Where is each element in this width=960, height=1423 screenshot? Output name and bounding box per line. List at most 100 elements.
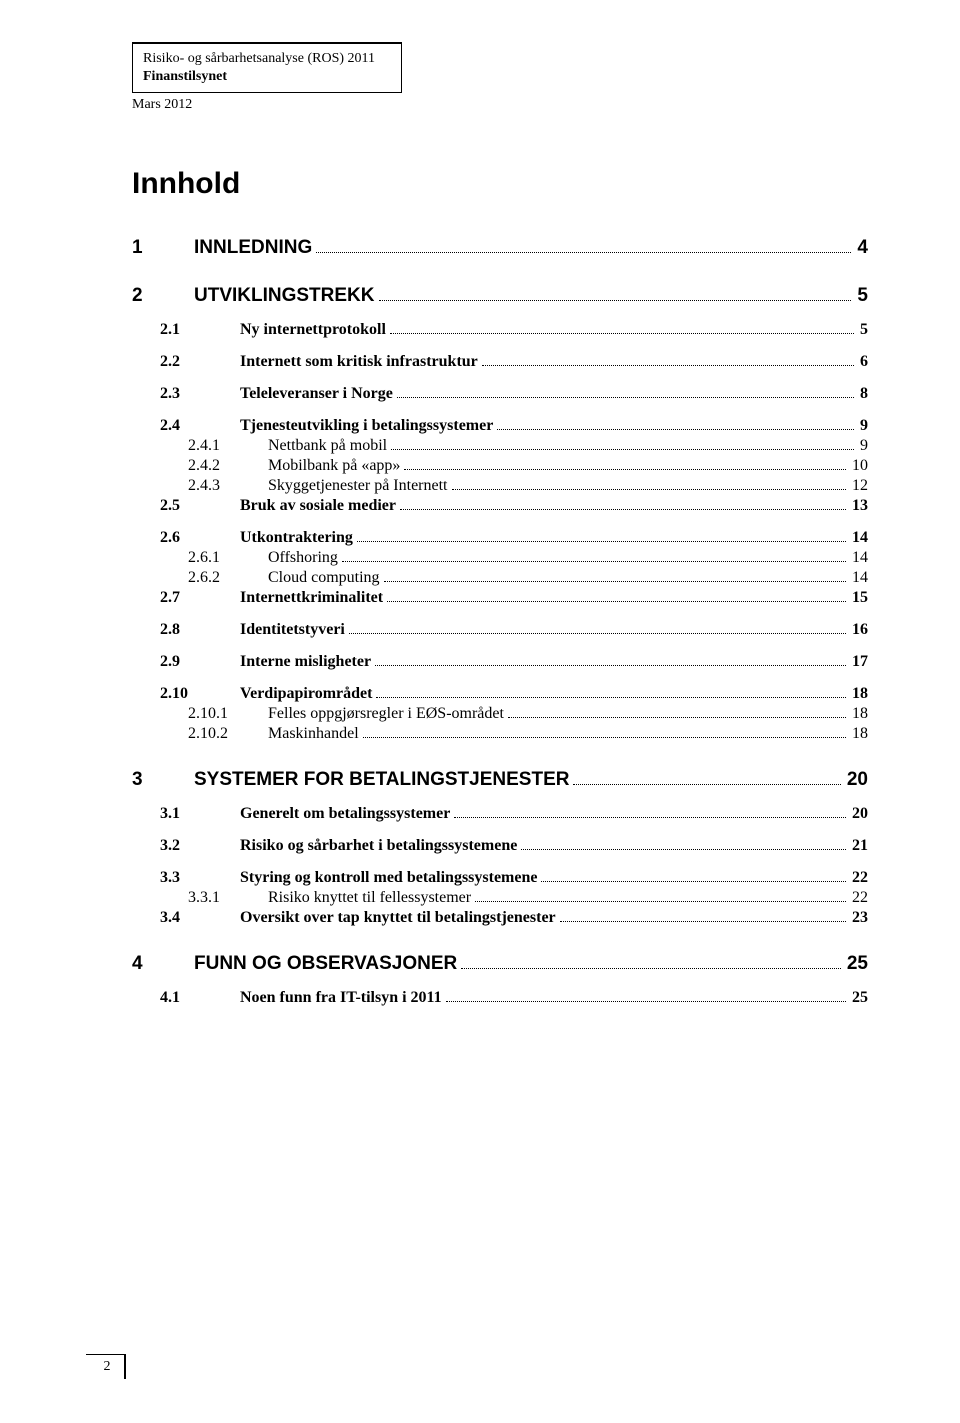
toc-entry-title: Noen funn fra IT-tilsyn i 2011 (240, 989, 442, 1007)
toc-leader-dots (475, 901, 846, 902)
toc-entry-title: Nettbank på mobil (268, 437, 387, 455)
toc-entry-number: 4 (132, 953, 194, 975)
toc-entry-title: Generelt om betalingssystemer (240, 805, 450, 823)
toc-entry-page: 14 (850, 569, 868, 587)
toc-entry: 2.6.1Offshoring 14 (132, 549, 868, 567)
toc-entry-number: 2.10.1 (132, 705, 268, 723)
toc-entry-number: 3.2 (132, 837, 240, 855)
toc-entry-title: Ny internettprotokoll (240, 321, 386, 339)
toc-entry-page: 14 (850, 529, 868, 547)
toc-entry: 2.10.2Maskinhandel18 (132, 725, 868, 743)
toc-entry-number: 2 (132, 285, 194, 307)
toc-entry-page: 23 (850, 909, 868, 927)
toc-entry-title: Internettkriminalitet (240, 589, 383, 607)
toc-entry: 2.6.2Cloud computing14 (132, 569, 868, 587)
toc-entry-title: Identitetstyveri (240, 621, 345, 639)
toc-entry-page: 18 (850, 725, 868, 743)
header-line-2: Finanstilsynet (143, 68, 391, 86)
toc-entry-number: 2.4.3 (132, 477, 268, 495)
toc-entry-page: 20 (845, 769, 868, 791)
toc-entry-title: Felles oppgjørsregler i EØS-området (268, 705, 504, 723)
toc-entry: 2.4.2Mobilbank på «app»10 (132, 457, 868, 475)
toc-leader-dots (404, 469, 846, 470)
toc-entry-title: Risiko knyttet til fellessystemer (268, 889, 471, 907)
toc-entry-page: 12 (850, 477, 868, 495)
toc-leader-dots (316, 252, 851, 253)
toc-leader-dots (573, 784, 840, 785)
toc-entry-number: 2.5 (132, 497, 240, 515)
toc-leader-dots (375, 665, 846, 666)
toc-leader-dots (482, 365, 854, 366)
toc-leader-dots (400, 509, 846, 510)
toc-entry: 3.3Styring og kontroll med betalingssyst… (132, 869, 868, 887)
toc-entry-title: FUNN OG OBSERVASJONER (194, 953, 457, 975)
toc-entry-title: Interne misligheter (240, 653, 371, 671)
toc-entry: 2.10Verdipapirområdet 18 (132, 685, 868, 703)
header-line-1: Risiko- og sårbarhetsanalyse (ROS) 2011 (143, 50, 391, 68)
toc-entry-page: 14 (850, 549, 868, 567)
toc-leader-dots (461, 968, 841, 969)
toc-entry-page: 13 (850, 497, 868, 515)
toc-entry-page: 18 (850, 705, 868, 723)
toc-entry-title: UTVIKLINGSTREKK (194, 285, 375, 307)
toc-entry-title: Oversikt over tap knyttet til betalingst… (240, 909, 556, 927)
toc-entry-title: Teleleveranser i Norge (240, 385, 393, 403)
toc-entry-page: 25 (845, 953, 868, 975)
toc-entry: 3.2Risiko og sårbarhet i betalingssystem… (132, 837, 868, 855)
page-number: 2 (86, 1354, 126, 1379)
toc-leader-dots (454, 817, 846, 818)
toc-entry: 2.7Internettkriminalitet15 (132, 589, 868, 607)
toc-entry: 2.2Internett som kritisk infrastruktur6 (132, 353, 868, 371)
toc-entry-page: 20 (850, 805, 868, 823)
toc-leader-dots (452, 489, 847, 490)
toc-leader-dots (349, 633, 846, 634)
toc-entry-number: 3 (132, 769, 194, 791)
toc-entry-title: Verdipapirområdet (240, 685, 372, 703)
toc-entry-number: 3.4 (132, 909, 240, 927)
toc-entry-number: 2.6 (132, 529, 240, 547)
toc-entry-number: 2.10 (132, 685, 240, 703)
toc-entry-title: Tjenesteutvikling i betalingssystemer (240, 417, 493, 435)
header-line-3: Mars 2012 (132, 97, 868, 113)
toc-leader-dots (342, 561, 846, 562)
toc-leader-dots (376, 697, 846, 698)
toc-entry-title: INNLEDNING (194, 237, 312, 259)
toc-entry-title: Mobilbank på «app» (268, 457, 400, 475)
toc-leader-dots (508, 717, 846, 718)
toc-entry: 3SYSTEMER FOR BETALINGSTJENESTER20 (132, 769, 868, 791)
toc-entry: 1INNLEDNING4 (132, 237, 868, 259)
toc-entry: 2.3Teleleveranser i Norge8 (132, 385, 868, 403)
toc-entry-number: 2.1 (132, 321, 240, 339)
toc-entry: 2.6Utkontraktering14 (132, 529, 868, 547)
toc-entry: 4.1Noen funn fra IT-tilsyn i 201125 (132, 989, 868, 1007)
toc-entry-page: 16 (850, 621, 868, 639)
toc-entry: 2.4.1Nettbank på mobil 9 (132, 437, 868, 455)
toc-entry-page: 5 (858, 321, 868, 339)
toc-leader-dots (357, 541, 846, 542)
toc-entry-page: 22 (850, 869, 868, 887)
toc-leader-dots (446, 1001, 846, 1002)
table-of-contents: 1INNLEDNING4 2UTVIKLINGSTREKK 5 2.1Ny inter… (132, 237, 868, 1007)
toc-entry-page: 9 (858, 417, 868, 435)
toc-entry-page: 18 (850, 685, 868, 703)
toc-entry-title: Bruk av sosiale medier (240, 497, 396, 515)
toc-leader-dots (387, 601, 846, 602)
toc-entry-number: 3.3.1 (132, 889, 268, 907)
toc-entry-title: Styring og kontroll med betalingssysteme… (240, 869, 537, 887)
toc-leader-dots (497, 429, 854, 430)
toc-leader-dots (397, 397, 854, 398)
toc-entry-number: 2.6.1 (132, 549, 268, 567)
toc-entry: 3.4Oversikt over tap knyttet til betalin… (132, 909, 868, 927)
toc-entry: 2.4Tjenesteutvikling i betalingssystemer… (132, 417, 868, 435)
toc-entry-number: 2.8 (132, 621, 240, 639)
toc-entry-page: 9 (858, 437, 868, 455)
toc-entry-title: Internett som kritisk infrastruktur (240, 353, 478, 371)
toc-leader-dots (560, 921, 846, 922)
toc-entry-number: 2.2 (132, 353, 240, 371)
toc-entry-title: Offshoring (268, 549, 338, 567)
toc-entry: 2.4.3Skyggetjenester på Internett 12 (132, 477, 868, 495)
toc-entry-title: Maskinhandel (268, 725, 359, 743)
toc-entry: 2.10.1Felles oppgjørsregler i EØS-område… (132, 705, 868, 723)
toc-entry-title: Skyggetjenester på Internett (268, 477, 448, 495)
toc-entry-number: 2.4.1 (132, 437, 268, 455)
